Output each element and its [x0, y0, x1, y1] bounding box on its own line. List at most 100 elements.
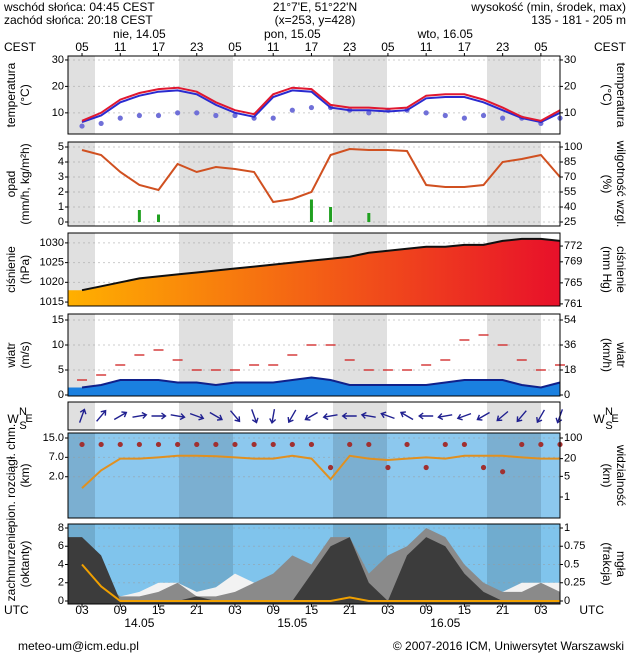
y-tick-label: 30 [52, 54, 64, 66]
panel-frame [67, 401, 561, 431]
dot [251, 441, 257, 448]
dot [500, 115, 506, 121]
wind-arrow [189, 412, 205, 421]
wind-arrow [269, 408, 277, 425]
y-axis-label: opad [4, 171, 18, 198]
bar [309, 199, 313, 222]
compass-letter: S [605, 420, 612, 432]
utc-day-label: 15.05 [277, 616, 307, 630]
y-axis-label: ciśnienie [4, 246, 18, 293]
y2-axis-label: wiatr [614, 341, 628, 367]
utc-tick-label: 03 [228, 603, 242, 617]
wind-arrow [341, 412, 357, 420]
y2-axis-label: (frakcja) [600, 542, 614, 585]
y-tick-label: 5 [58, 364, 64, 376]
dot [136, 441, 142, 448]
night-band [333, 402, 387, 430]
cest-tick-label: 23 [343, 40, 357, 54]
y-tick-label: 7.0 [49, 451, 64, 463]
night-band [487, 142, 541, 226]
dot [289, 107, 295, 113]
y2-tick-label: 20 [564, 453, 576, 465]
y-tick-label: 0 [58, 216, 64, 228]
y2-axis-label: ciśnienie [614, 246, 628, 293]
y-axis-label: (°C) [18, 84, 32, 105]
area [68, 238, 560, 306]
y-tick-label: 4 [58, 156, 64, 168]
night-band [487, 402, 541, 430]
y-tick-label: 0 [58, 595, 64, 607]
dot [194, 441, 200, 448]
wind-arrow [287, 409, 297, 424]
y2-tick-label: 54 [564, 314, 576, 326]
wind-arrow [322, 413, 338, 421]
area-outline [81, 237, 561, 292]
dot [194, 110, 200, 116]
night-band [333, 142, 387, 226]
utc-tick-label: 21 [190, 603, 204, 617]
y2-tick-label: 40 [564, 201, 576, 213]
night-band [487, 433, 541, 518]
dot [79, 441, 85, 448]
sunrise: wschód słońca: 04:45 CEST [3, 0, 155, 14]
y-axis-label: (mm/h, kg/m²h) [18, 143, 32, 224]
wind-arrow [229, 410, 241, 423]
y-tick-label: 6 [58, 540, 64, 552]
y-tick-label: 1015 [40, 296, 64, 308]
y2-tick-label: 0 [564, 595, 570, 607]
dot [461, 441, 468, 448]
wind-arrow [516, 410, 527, 423]
y2-axis-label: (°C) [600, 84, 614, 105]
dot [155, 112, 162, 119]
bar [329, 207, 333, 222]
y-axis-label: wiatr [4, 342, 18, 368]
y-tick-label: 15.0 [43, 432, 64, 444]
dot [538, 441, 544, 448]
coords: 21°7'E, 51°22'N [273, 0, 357, 14]
cest-tick-label: 05 [534, 40, 548, 54]
line [81, 89, 561, 124]
y-tick-label: 1 [58, 201, 64, 213]
compass-letter: S [19, 420, 26, 432]
dot [308, 104, 315, 111]
wind-arrow [132, 411, 148, 419]
dot [423, 110, 429, 116]
y-tick-label: 5 [58, 141, 64, 153]
utc-tick-label: 09 [267, 603, 281, 617]
dot [480, 112, 487, 119]
dot [480, 464, 487, 471]
panel-frame [67, 523, 561, 605]
utc-tick-label: 09 [419, 603, 433, 617]
dot [385, 464, 391, 471]
y-axis-label: pion. rozciągł. chm. [4, 424, 18, 527]
y2-tick-label: 0.75 [564, 540, 585, 552]
panel-frame [67, 232, 561, 307]
y2-tick-label: 30 [564, 54, 576, 66]
compass-letter: N [605, 406, 613, 418]
dot [289, 441, 295, 448]
wind-arrow [536, 409, 546, 424]
y2-tick-label: 36 [564, 339, 576, 351]
dot [213, 112, 219, 119]
cest-day-label: pon, 15.05 [264, 27, 321, 41]
y2-tick-label: 0 [564, 389, 570, 401]
y2-tick-label: 761 [564, 298, 582, 310]
y2-tick-label: 769 [564, 256, 582, 268]
dot [155, 441, 162, 448]
panel-frame [67, 55, 561, 135]
y-tick-label: 4 [58, 558, 64, 570]
y-tick-label: 10 [52, 339, 64, 351]
y2-axis-label: mgła [614, 551, 628, 577]
utc-label: UTC [4, 603, 29, 617]
line [81, 563, 560, 602]
y2-tick-label: 85 [564, 156, 576, 168]
cest-tick-label: 11 [267, 40, 280, 54]
night-band [68, 142, 95, 226]
wind-arrow [78, 408, 87, 423]
night-band [179, 402, 233, 430]
cest-tick-label: 23 [190, 40, 204, 54]
night-band [68, 433, 95, 518]
y-axis-label: (oktanty) [18, 541, 32, 588]
wind-arrow [496, 410, 509, 422]
wind-arrow [456, 412, 472, 421]
